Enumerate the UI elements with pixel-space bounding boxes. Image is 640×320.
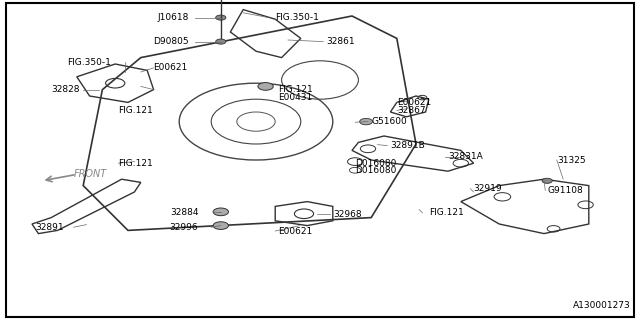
Text: E00621: E00621 xyxy=(397,98,431,107)
Text: 32919: 32919 xyxy=(474,184,502,193)
Circle shape xyxy=(213,222,228,229)
Text: G51600: G51600 xyxy=(371,117,407,126)
Text: D90805: D90805 xyxy=(153,37,189,46)
Circle shape xyxy=(360,118,372,125)
Text: 32831A: 32831A xyxy=(448,152,483,161)
Circle shape xyxy=(216,39,226,44)
Text: 32968: 32968 xyxy=(333,210,362,219)
Text: J10618: J10618 xyxy=(157,13,189,22)
Text: 31325: 31325 xyxy=(557,156,586,164)
Text: FIG.350-1: FIG.350-1 xyxy=(275,13,319,22)
Text: FIG.350-1: FIG.350-1 xyxy=(67,58,111,67)
Text: FIG.121: FIG.121 xyxy=(429,208,463,217)
Text: 32891: 32891 xyxy=(35,223,64,232)
Circle shape xyxy=(216,15,226,20)
Circle shape xyxy=(213,208,228,216)
Text: FRONT: FRONT xyxy=(74,169,107,180)
Text: D016080: D016080 xyxy=(355,166,397,175)
Text: 32861: 32861 xyxy=(326,37,355,46)
Text: 32867: 32867 xyxy=(397,106,426,115)
Text: FIG.121: FIG.121 xyxy=(118,159,153,168)
Text: 32996: 32996 xyxy=(170,223,198,232)
Text: E00621: E00621 xyxy=(154,63,188,72)
Circle shape xyxy=(542,178,552,183)
Text: FIG.121: FIG.121 xyxy=(118,106,153,115)
Text: FIG.121: FIG.121 xyxy=(278,85,313,94)
Text: 32828: 32828 xyxy=(51,85,80,94)
Text: E00621: E00621 xyxy=(278,228,313,236)
Text: 32884: 32884 xyxy=(170,208,198,217)
Circle shape xyxy=(258,83,273,90)
Text: E00431: E00431 xyxy=(278,93,313,102)
Text: A130001273: A130001273 xyxy=(573,301,630,310)
Text: G91108: G91108 xyxy=(547,186,583,195)
Text: D016080: D016080 xyxy=(355,159,397,168)
Text: 32891B: 32891B xyxy=(390,141,425,150)
